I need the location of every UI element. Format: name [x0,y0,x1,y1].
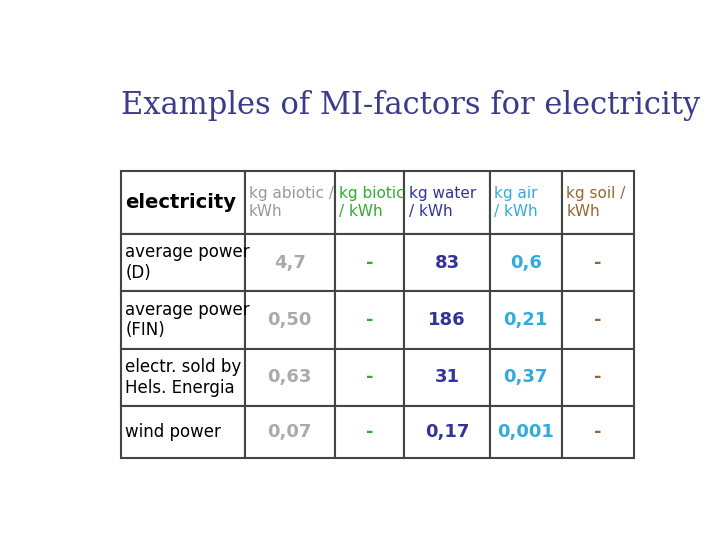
Bar [245,406,335,458]
Bar [335,349,405,406]
Text: -: - [366,423,374,441]
Text: 0,50: 0,50 [267,311,312,329]
Bar [562,349,634,406]
Bar [562,171,634,234]
Bar [405,234,490,291]
Text: electr. sold by
Hels. Energia: electr. sold by Hels. Energia [125,358,241,397]
Bar [562,291,634,349]
Text: 0,37: 0,37 [503,368,548,387]
Bar [121,406,245,458]
Bar [490,171,562,234]
Text: electricity: electricity [125,193,236,212]
Text: 4,7: 4,7 [274,254,305,272]
Bar [335,234,405,291]
Bar [335,171,405,234]
Text: -: - [366,311,374,329]
Bar [121,291,245,349]
Text: kg biotic
/ kWh: kg biotic / kWh [339,186,405,219]
Text: 83: 83 [434,254,459,272]
Bar [335,291,405,349]
Text: kg abiotic /
kWh: kg abiotic / kWh [249,186,334,219]
Text: -: - [366,254,374,272]
Text: average power
(FIN): average power (FIN) [125,301,250,340]
Text: 0,07: 0,07 [267,423,312,441]
Text: -: - [366,368,374,387]
Bar [562,234,634,291]
Bar [405,349,490,406]
Bar [245,234,335,291]
Bar [405,406,490,458]
Bar [490,406,562,458]
Text: average power
(D): average power (D) [125,243,250,282]
Text: 31: 31 [435,368,459,387]
Text: 0,21: 0,21 [503,311,548,329]
Text: kg air
/ kWh: kg air / kWh [494,186,538,219]
Bar [245,349,335,406]
Bar [405,291,490,349]
Bar [562,406,634,458]
Bar [335,406,405,458]
Text: wind power: wind power [125,423,221,441]
Text: -: - [594,423,602,441]
Text: -: - [594,311,602,329]
Text: kg water
/ kWh: kg water / kWh [409,186,476,219]
Text: kg soil /
kWh: kg soil / kWh [567,186,626,219]
Bar [121,171,245,234]
Text: -: - [594,254,602,272]
Bar [490,349,562,406]
Text: 186: 186 [428,311,466,329]
Text: 0,17: 0,17 [425,423,469,441]
Bar [121,234,245,291]
Text: Examples of MI-factors for electricity: Examples of MI-factors for electricity [121,90,700,121]
Text: 0,63: 0,63 [267,368,312,387]
Bar [490,234,562,291]
Bar [490,291,562,349]
Bar [121,349,245,406]
Text: 0,001: 0,001 [498,423,554,441]
Bar [245,171,335,234]
Bar [245,291,335,349]
Text: 0,6: 0,6 [510,254,541,272]
Text: -: - [594,368,602,387]
Bar [405,171,490,234]
